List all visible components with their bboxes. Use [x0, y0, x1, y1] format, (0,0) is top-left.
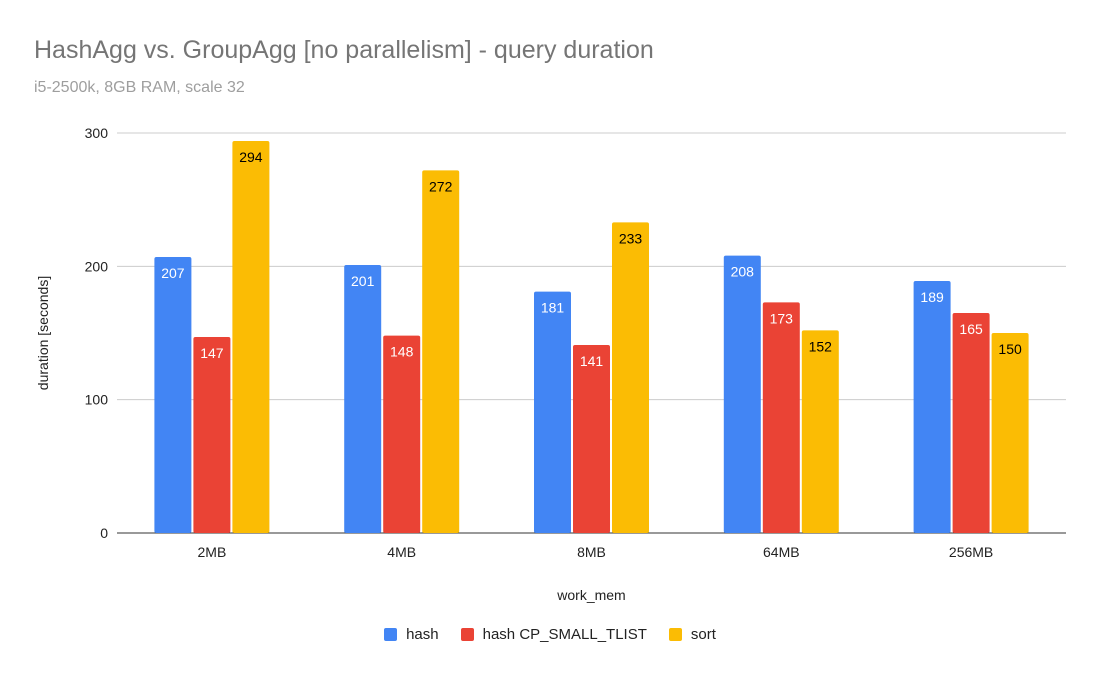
- data-label: 201: [351, 273, 375, 289]
- x-tick-label: 256MB: [949, 544, 993, 560]
- legend-item: sort: [668, 626, 716, 643]
- x-tick-label: 64MB: [763, 544, 800, 560]
- data-label: 207: [161, 265, 185, 281]
- legend-item: hash: [384, 626, 439, 643]
- bar-hash-cp_small_tlist: [952, 313, 990, 533]
- data-label: 152: [809, 338, 833, 354]
- bar-sort: [991, 333, 1029, 533]
- x-tick-label: 4MB: [387, 544, 416, 560]
- data-label: 150: [998, 341, 1022, 357]
- legend-swatch: [460, 628, 474, 641]
- x-tick-label: 8MB: [577, 544, 606, 560]
- data-label: 233: [619, 230, 643, 246]
- y-tick-label: 0: [100, 525, 108, 541]
- chart-subtitle: i5-2500k, 8GB RAM, scale 32: [34, 79, 245, 96]
- data-label: 165: [959, 321, 983, 337]
- legend-swatch: [384, 628, 398, 641]
- data-label: 173: [770, 310, 794, 326]
- legend-label: hash: [406, 626, 439, 643]
- legend-label: sort: [690, 626, 716, 643]
- data-label: 208: [731, 264, 755, 280]
- bar-hash: [344, 265, 382, 533]
- legend: hash hash CP_SMALL_TLIST sort: [0, 626, 1100, 643]
- y-tick-label: 300: [85, 125, 109, 141]
- x-axis-title: work_mem: [556, 587, 625, 603]
- bar-hash: [913, 281, 951, 533]
- bar-sort: [232, 141, 270, 533]
- chart-title: HashAgg vs. GroupAgg [no parallelism] - …: [34, 36, 654, 64]
- data-label: 272: [429, 178, 453, 194]
- bar-hash: [534, 291, 571, 533]
- legend-label: hash CP_SMALL_TLIST: [482, 626, 647, 643]
- bar-hash-cp_small_tlist: [193, 337, 231, 533]
- y-tick-label: 100: [85, 392, 109, 408]
- bar-hash-cp_small_tlist: [762, 302, 800, 533]
- data-label: 181: [541, 300, 565, 316]
- data-label: 147: [200, 345, 224, 361]
- bar-hash: [154, 257, 192, 533]
- data-label: 189: [920, 289, 944, 305]
- y-axis-title: duration [seconds]: [35, 276, 51, 390]
- bar-sort: [422, 170, 460, 534]
- legend-swatch: [668, 628, 682, 641]
- y-tick-label: 200: [85, 258, 109, 274]
- bar-sort: [612, 222, 649, 534]
- bar-sort: [801, 330, 839, 533]
- data-label: 294: [239, 149, 263, 165]
- data-label: 141: [580, 353, 604, 369]
- x-tick-label: 2MB: [198, 544, 227, 560]
- bar-hash: [723, 255, 761, 533]
- legend-item: hash CP_SMALL_TLIST: [460, 626, 647, 643]
- bar-hash-cp_small_tlist: [383, 335, 421, 533]
- data-label: 148: [390, 344, 414, 360]
- bar-hash-cp_small_tlist: [573, 345, 610, 533]
